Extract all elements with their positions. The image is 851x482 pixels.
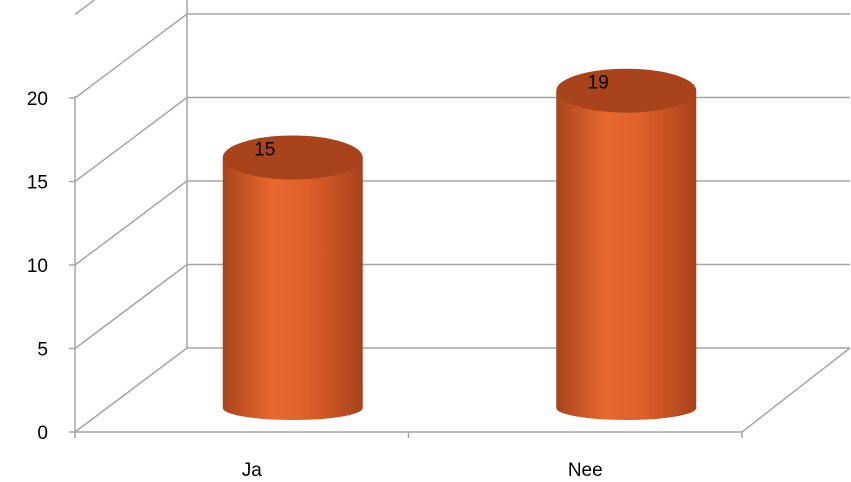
axes [69, 96, 743, 438]
y-tick-label: 0 [37, 423, 48, 444]
labels: 0 5 10 15 20 15 Ja 19 Nee [27, 73, 609, 481]
x-tick-label: Ja [242, 460, 263, 481]
y-tick-label: 20 [27, 89, 48, 110]
data-label: 15 [254, 140, 275, 161]
bar-top [222, 135, 363, 180]
gridline-side [74, 96, 188, 183]
gridline-side [74, 13, 188, 99]
bar-body [556, 90, 697, 420]
gridline-side [74, 263, 188, 350]
gridlines [74, 0, 851, 433]
y-tick-label: 5 [37, 340, 48, 361]
y-tick-label: 10 [27, 256, 48, 277]
bars [222, 68, 697, 420]
x-tick-label: Nee [568, 460, 603, 481]
bar-nee [556, 68, 697, 420]
y-tick-label: 15 [27, 173, 48, 194]
bar-body [222, 157, 363, 420]
gridline-side [74, 347, 188, 433]
floor-edge [741, 347, 851, 433]
bar-ja [222, 135, 363, 420]
data-label: 19 [588, 73, 609, 94]
gridline-side [74, 0, 96, 16]
gridline-side [74, 180, 188, 266]
bar-top [556, 68, 697, 113]
